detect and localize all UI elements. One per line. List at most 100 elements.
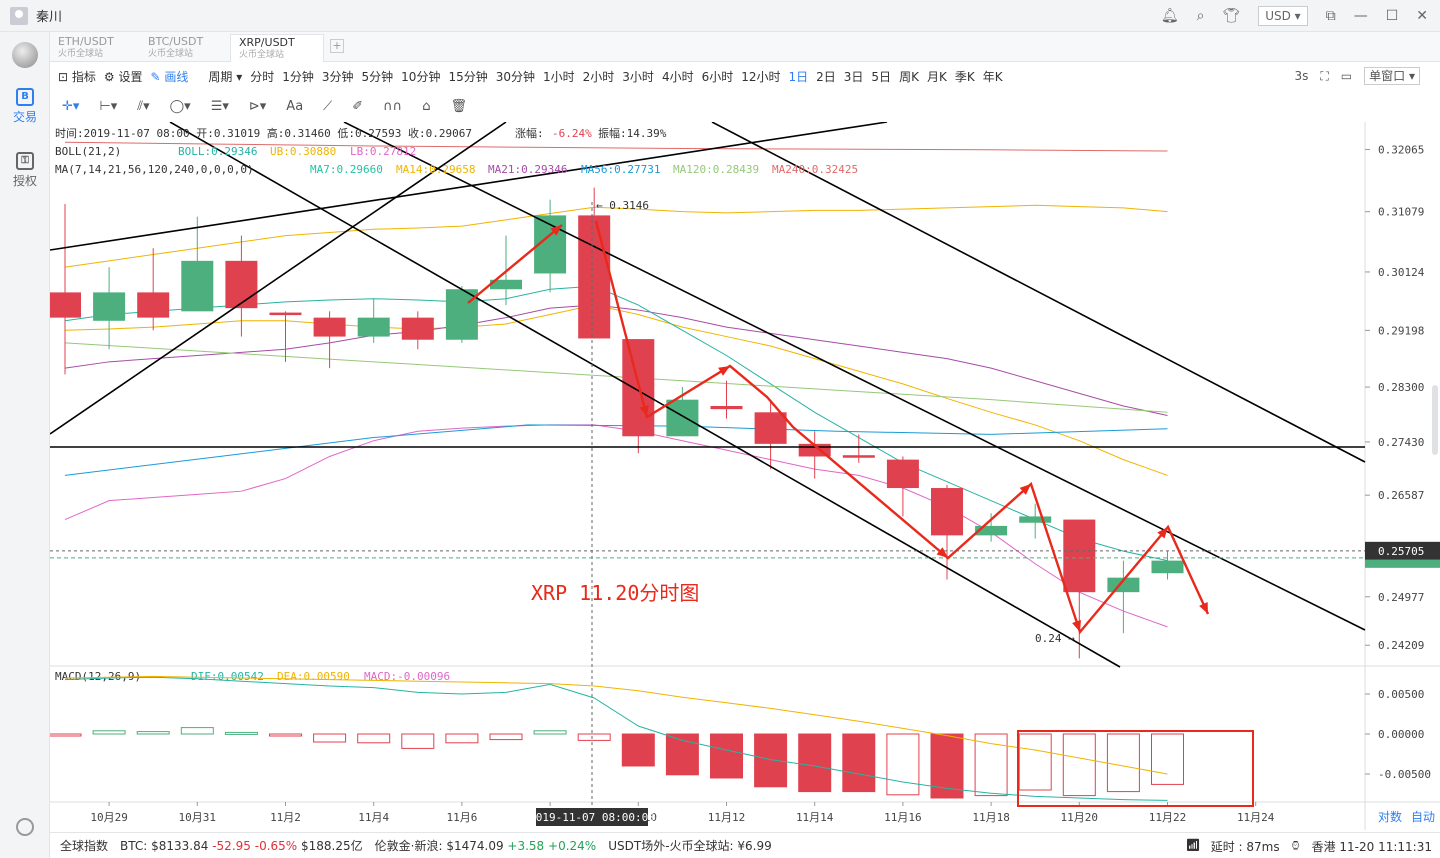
magnet-tool-icon[interactable]: ∩∩ xyxy=(383,98,403,114)
candle[interactable] xyxy=(710,380,743,419)
add-tab-button[interactable]: + xyxy=(330,39,344,53)
candle[interactable] xyxy=(137,248,170,331)
shirt-icon[interactable]: 👕︎ xyxy=(1222,8,1241,24)
sidebar-item-trade[interactable]: B 交易 xyxy=(0,88,50,125)
macd-bar xyxy=(180,727,214,735)
draw-line-button[interactable]: ✎ 画线 xyxy=(150,69,189,84)
auto-scale-toggle[interactable]: 自动 xyxy=(1411,810,1435,824)
macd-name: MACD(12,26,9) xyxy=(55,670,141,683)
ma120-value: MA120:0.28439 xyxy=(673,163,759,176)
interval-19[interactable]: 季K xyxy=(954,69,975,84)
candle[interactable] xyxy=(93,267,126,350)
x-tick-label: 11月24 xyxy=(1237,811,1275,824)
interval-6[interactable]: 30分钟 xyxy=(495,69,536,84)
text-tool-icon[interactable]: Aa xyxy=(286,98,304,114)
interval-1[interactable]: 1分钟 xyxy=(282,69,314,84)
fibonacci-tool-icon[interactable]: ☰▾ xyxy=(210,98,229,114)
interval-15[interactable]: 3日 xyxy=(843,69,864,84)
interval-10[interactable]: 4小时 xyxy=(661,69,694,84)
interval-3[interactable]: 5分钟 xyxy=(361,69,394,84)
interval-13[interactable]: 1日 xyxy=(788,69,809,84)
horizontal-line-tool-icon[interactable]: ⊢▾ xyxy=(99,98,118,114)
maximize-icon[interactable]: ☐ xyxy=(1385,8,1399,24)
ruler-tool-icon[interactable]: ⟋ xyxy=(323,98,333,114)
candle[interactable] xyxy=(181,216,214,312)
exchange-icon: B xyxy=(16,88,34,106)
close-icon[interactable]: ✕ xyxy=(1416,8,1428,24)
amplitude-value: 振幅:14.39% xyxy=(598,126,667,140)
arrow-head xyxy=(1019,484,1031,495)
interval-8[interactable]: 2小时 xyxy=(582,69,615,84)
interval-4[interactable]: 10分钟 xyxy=(401,69,441,84)
candle[interactable] xyxy=(842,434,875,463)
bell-icon[interactable]: 🔔︎ xyxy=(1160,8,1179,24)
candle[interactable] xyxy=(1019,503,1052,539)
tab-btc[interactable]: BTC/USDT 火币全球站 xyxy=(148,35,204,60)
candle[interactable] xyxy=(357,298,390,343)
crosshair-tool-icon[interactable]: ✛▾ xyxy=(62,98,80,114)
interval-0[interactable]: 分时 xyxy=(250,69,275,84)
candle[interactable] xyxy=(1151,551,1184,580)
indicator-button[interactable]: ⊡ 指标 xyxy=(58,69,96,84)
arrow-tool-icon[interactable]: ⊳▾ xyxy=(248,98,267,114)
candlestick-chart[interactable]: 时间:2019-11-07 08:00 开:0.31019 高:0.31460 … xyxy=(50,122,1440,830)
candle[interactable] xyxy=(225,235,258,337)
candle[interactable] xyxy=(445,286,478,343)
tab-eth[interactable]: ETH/USDT 火币全球站 xyxy=(58,35,114,60)
candle[interactable] xyxy=(578,187,611,339)
parallel-lines-tool-icon[interactable]: ⫽▾ xyxy=(137,98,150,114)
candle[interactable] xyxy=(269,311,302,362)
interval-9[interactable]: 3小时 xyxy=(622,69,654,84)
candle[interactable] xyxy=(1063,519,1096,659)
sidebar-item-auth[interactable]: ⚿ 授权 xyxy=(0,152,50,189)
refresh-rate[interactable]: 3s xyxy=(1294,69,1309,83)
search-icon[interactable]: ⌕ xyxy=(1196,8,1205,24)
log-scale-toggle[interactable]: 对数 xyxy=(1378,809,1402,824)
pen-tool-icon[interactable]: ✐ xyxy=(352,98,364,114)
macd-bar xyxy=(842,733,876,793)
macd-y-tick-label: 0.00500 xyxy=(1378,688,1424,701)
period-dropdown[interactable]: 周期 ▾ xyxy=(208,69,243,84)
candle[interactable] xyxy=(50,204,81,375)
candle[interactable] xyxy=(975,513,1008,542)
interval-14[interactable]: 2日 xyxy=(816,69,836,84)
candle[interactable] xyxy=(666,387,699,437)
vertical-scrollbar[interactable] xyxy=(1432,385,1438,455)
candle[interactable] xyxy=(886,456,919,517)
dea-line xyxy=(64,675,1168,775)
interval-17[interactable]: 周K xyxy=(899,69,919,84)
interval-20[interactable]: 年K xyxy=(982,69,1003,84)
currency-select[interactable]: USD ▾ xyxy=(1258,6,1308,26)
interval-16[interactable]: 5日 xyxy=(871,69,892,84)
window-mode-select[interactable]: 单窗口 ▾ xyxy=(1364,67,1420,85)
lock-tool-icon[interactable]: ⌂ xyxy=(422,98,431,114)
user-info[interactable]: 秦川 xyxy=(10,6,62,25)
interval-12[interactable]: 12小时 xyxy=(741,69,781,84)
x-tick-label: 11月4 xyxy=(358,811,389,824)
candle[interactable] xyxy=(1107,560,1140,634)
tab-xrp[interactable]: XRP/USDT 火币全球站 xyxy=(230,34,324,62)
delete-tool-icon[interactable]: 🗑︎ xyxy=(450,98,467,114)
ellipse-tool-icon[interactable]: ◯▾ xyxy=(169,98,191,114)
settings-button[interactable] xyxy=(0,818,50,836)
sidebar-item-label: 交易 xyxy=(12,110,37,124)
candle[interactable] xyxy=(754,399,787,470)
settings-button[interactable]: ⚙ 设置 xyxy=(103,69,143,84)
interval-18[interactable]: 月K xyxy=(926,69,947,84)
external-window-icon[interactable]: ⧉ xyxy=(1325,8,1336,24)
screenshot-icon[interactable]: ▭ xyxy=(1340,69,1353,83)
fullscreen-icon[interactable]: ⛶ xyxy=(1320,68,1329,83)
interval-7[interactable]: 1小时 xyxy=(543,69,575,84)
btc-ticker: BTC: $8133.84 -52.95 -0.65% $188.25亿 xyxy=(120,839,363,853)
candle[interactable] xyxy=(931,484,963,580)
boll-line xyxy=(64,285,1168,562)
interval-11[interactable]: 6小时 xyxy=(701,69,734,84)
interval-2[interactable]: 3分钟 xyxy=(321,69,354,84)
interval-5[interactable]: 15分钟 xyxy=(448,69,488,84)
minimize-icon[interactable]: — xyxy=(1353,8,1368,24)
candle[interactable] xyxy=(401,311,434,350)
candle[interactable] xyxy=(534,199,567,293)
candle[interactable] xyxy=(313,311,346,369)
global-index-label[interactable]: 全球指数 xyxy=(60,839,109,853)
macd-bar xyxy=(269,733,302,737)
